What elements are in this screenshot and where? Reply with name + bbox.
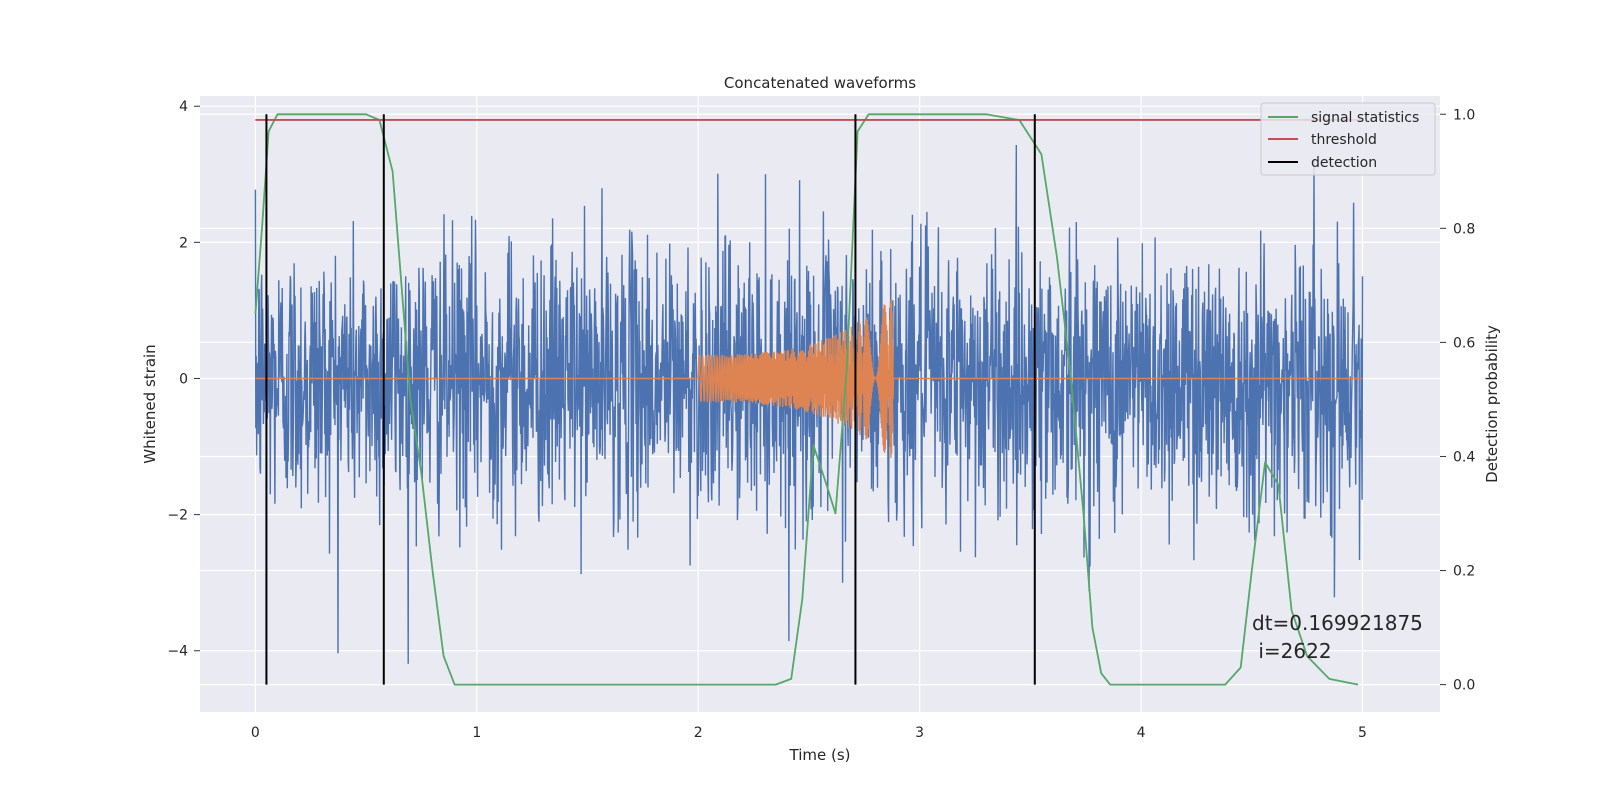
- x-tick-label: 4: [1137, 725, 1146, 741]
- x-tick-label: 3: [915, 725, 924, 741]
- legend: signal statistics threshold detection: [1260, 102, 1436, 176]
- y-right-tick-label: 0.4: [1453, 449, 1475, 465]
- signal-statistics-line: [254, 113, 1359, 686]
- y-axis-right-label: Detection probability: [1483, 325, 1501, 483]
- axes: 0 1 2 3 4 5 −4 −2 0 2 4 0.0 0.2 0.4 0.6 0.8 1.0: [167, 99, 1475, 741]
- y-tick-label: 0: [179, 371, 188, 387]
- legend-label-threshold: threshold: [1311, 132, 1377, 148]
- legend-label-signal-statistics: signal statistics: [1311, 110, 1419, 126]
- x-tick-label: 5: [1358, 725, 1367, 741]
- y-right-tick-label: 0.6: [1453, 335, 1475, 351]
- detection-lines: [265, 114, 1036, 685]
- chirp-line: [255, 299, 1363, 458]
- annotation-dt: dt=0.169921875: [1252, 611, 1423, 635]
- signal-statistics-series: [254, 113, 1359, 686]
- strain-line: [254, 144, 1364, 664]
- y-axis-label: Whitened strain: [141, 344, 159, 463]
- chart-title: Concatenated waveforms: [724, 74, 916, 92]
- x-axis-label: Time (s): [789, 746, 851, 764]
- legend-box: [1260, 102, 1436, 176]
- y-tick-label: −4: [167, 644, 188, 660]
- y-right-tick-label: 0.0: [1453, 678, 1475, 694]
- x-tick-label: 0: [251, 725, 260, 741]
- x-tick-label: 2: [694, 725, 703, 741]
- strain-series: [254, 144, 1364, 664]
- annotation: dt=0.169921875 i=2622: [1252, 611, 1423, 663]
- legend-label-detection: detection: [1311, 155, 1377, 171]
- y-tick-label: −2: [167, 508, 188, 524]
- annotation-i: i=2622: [1252, 639, 1332, 663]
- chirp-series: [255, 299, 1363, 458]
- y-tick-label: 2: [179, 235, 188, 251]
- x-tick-label: 1: [472, 725, 481, 741]
- y-right-tick-label: 1.0: [1453, 107, 1475, 123]
- y-right-tick-label: 0.8: [1453, 221, 1475, 237]
- y-right-tick-label: 0.2: [1453, 564, 1475, 580]
- y-tick-label: 4: [179, 99, 188, 115]
